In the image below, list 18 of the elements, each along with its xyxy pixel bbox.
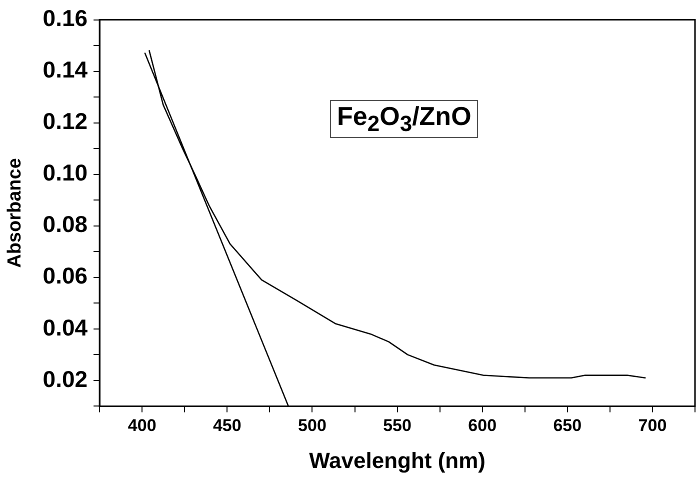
y-axis-title: Absorbance [4, 158, 26, 268]
x-tick-label: 700 [638, 416, 667, 436]
annotation: Fe$_{2}$O$_{3}$/ZnO [330, 100, 478, 138]
x-tick-label: 450 [212, 416, 242, 436]
y-tick-label: 0.10 [42, 160, 88, 186]
x-tick-label: 400 [128, 416, 156, 436]
y-tick-label: 0.12 [42, 108, 88, 134]
x-tick-label: 600 [468, 416, 497, 436]
y-tick-label: 0.04 [42, 314, 88, 340]
x-tick-label: 650 [553, 416, 582, 436]
x-tick-label: 500 [298, 416, 326, 436]
y-tick-label: 0.16 [42, 5, 88, 32]
y-tick-label: 0.14 [42, 56, 88, 83]
x-tick-label: 550 [383, 416, 412, 436]
y-tick-label: 0.06 [42, 262, 88, 289]
x-axis-title: Wavelenght (nm) [309, 448, 486, 473]
y-tick-label: 0.02 [42, 366, 88, 392]
y-tick-label: 0.08 [42, 211, 88, 238]
